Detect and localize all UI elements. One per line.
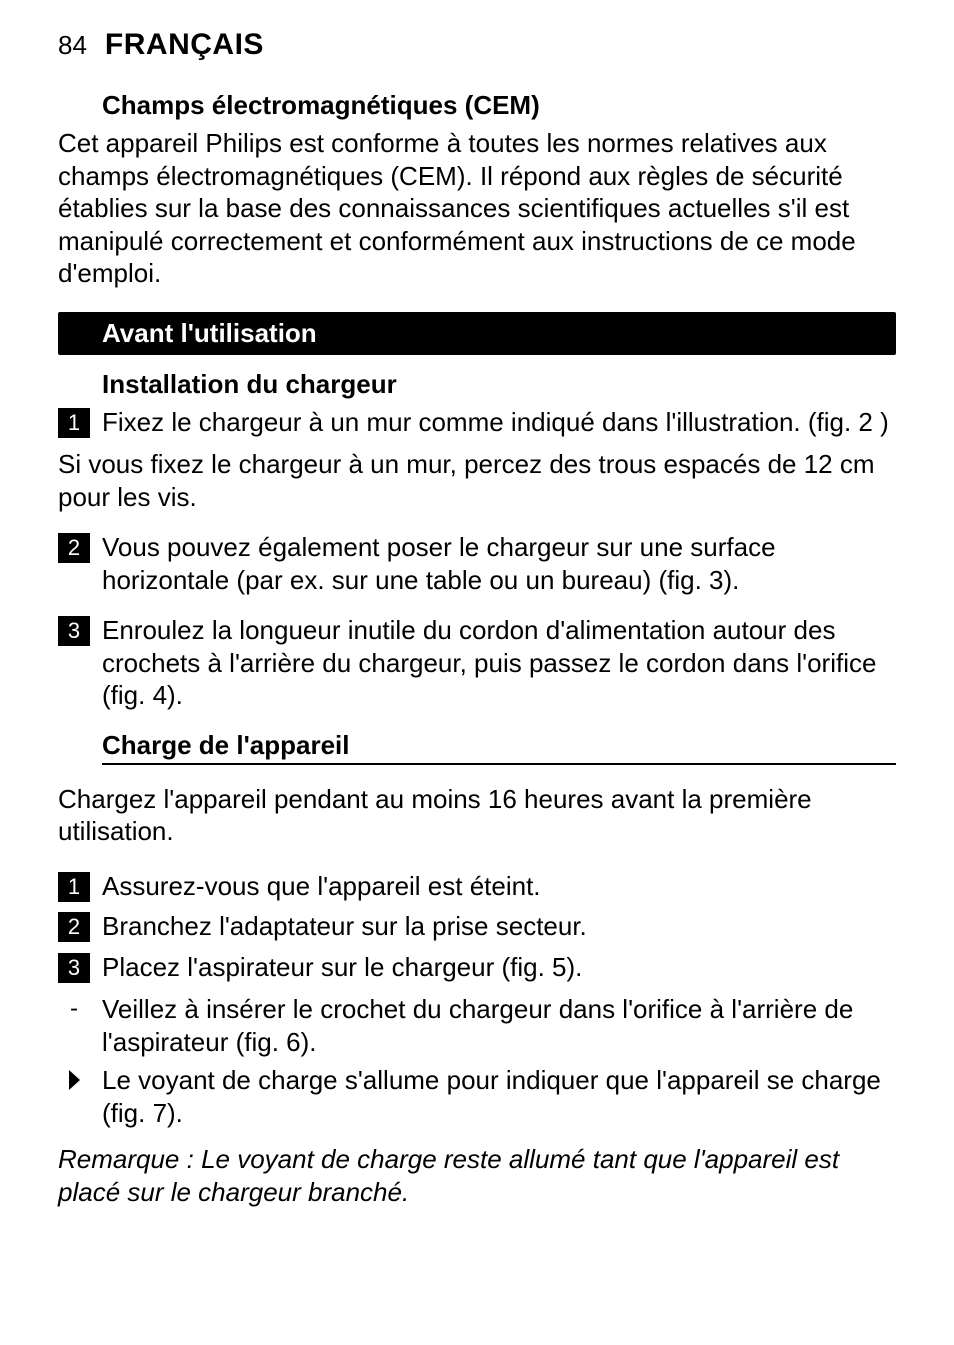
paragraph-cem: Cet appareil Philips est conforme à tout… — [58, 127, 896, 290]
section-bar-avant: Avant l'utilisation — [58, 312, 896, 355]
page-header: 84 FRANÇAIS — [58, 28, 896, 62]
install-step-1: 1 Fixez le chargeur à un mur comme indiq… — [58, 406, 896, 439]
heading-cem: Champs électromagnétiques (CEM) — [102, 90, 896, 121]
bullet-text: Le voyant de charge s'allume pour indiqu… — [102, 1064, 896, 1129]
charge-step-3: 3 Placez l'aspirateur sur le chargeur (f… — [58, 951, 896, 984]
step-text: Branchez l'adaptateur sur la prise secte… — [102, 910, 587, 943]
install-note-after-1: Si vous fixez le chargeur à un mur, perc… — [58, 448, 896, 513]
charge-dash-bullet: - Veillez à insérer le crochet du charge… — [58, 993, 896, 1058]
install-step-3: 3 Enroulez la longueur inutile du cordon… — [58, 614, 896, 712]
step-number-badge: 1 — [58, 872, 90, 902]
dash-icon: - — [58, 993, 90, 1024]
charge-arrow-bullet: Le voyant de charge s'allume pour indiqu… — [58, 1064, 896, 1129]
heading-installation: Installation du chargeur — [102, 369, 896, 400]
step-text: Vous pouvez également poser le chargeur … — [102, 531, 896, 596]
step-text: Placez l'aspirateur sur le chargeur (fig… — [102, 951, 582, 984]
heading-charge: Charge de l'appareil — [102, 730, 349, 760]
step-text: Assurez-vous que l'appareil est éteint. — [102, 870, 541, 903]
step-number-badge: 2 — [58, 912, 90, 942]
charge-step-2: 2 Branchez l'adaptateur sur la prise sec… — [58, 910, 896, 943]
charge-step-1: 1 Assurez-vous que l'appareil est éteint… — [58, 870, 896, 903]
note-text: Remarque : Le voyant de charge reste all… — [58, 1143, 896, 1208]
step-text: Fixez le chargeur à un mur comme indiqué… — [102, 406, 889, 439]
arrow-icon — [58, 1064, 90, 1095]
step-number-badge: 1 — [58, 408, 90, 438]
charge-intro: Chargez l'appareil pendant au moins 16 h… — [58, 783, 896, 848]
language-title: FRANÇAIS — [105, 28, 264, 62]
page-number: 84 — [58, 30, 87, 61]
step-number-badge: 3 — [58, 953, 90, 983]
heading-charge-wrap: Charge de l'appareil — [102, 730, 896, 765]
bullet-text: Veillez à insérer le crochet du chargeur… — [102, 993, 896, 1058]
step-number-badge: 2 — [58, 533, 90, 563]
step-text: Enroulez la longueur inutile du cordon d… — [102, 614, 896, 712]
install-step-2: 2 Vous pouvez également poser le chargeu… — [58, 531, 896, 596]
step-number-badge: 3 — [58, 616, 90, 646]
